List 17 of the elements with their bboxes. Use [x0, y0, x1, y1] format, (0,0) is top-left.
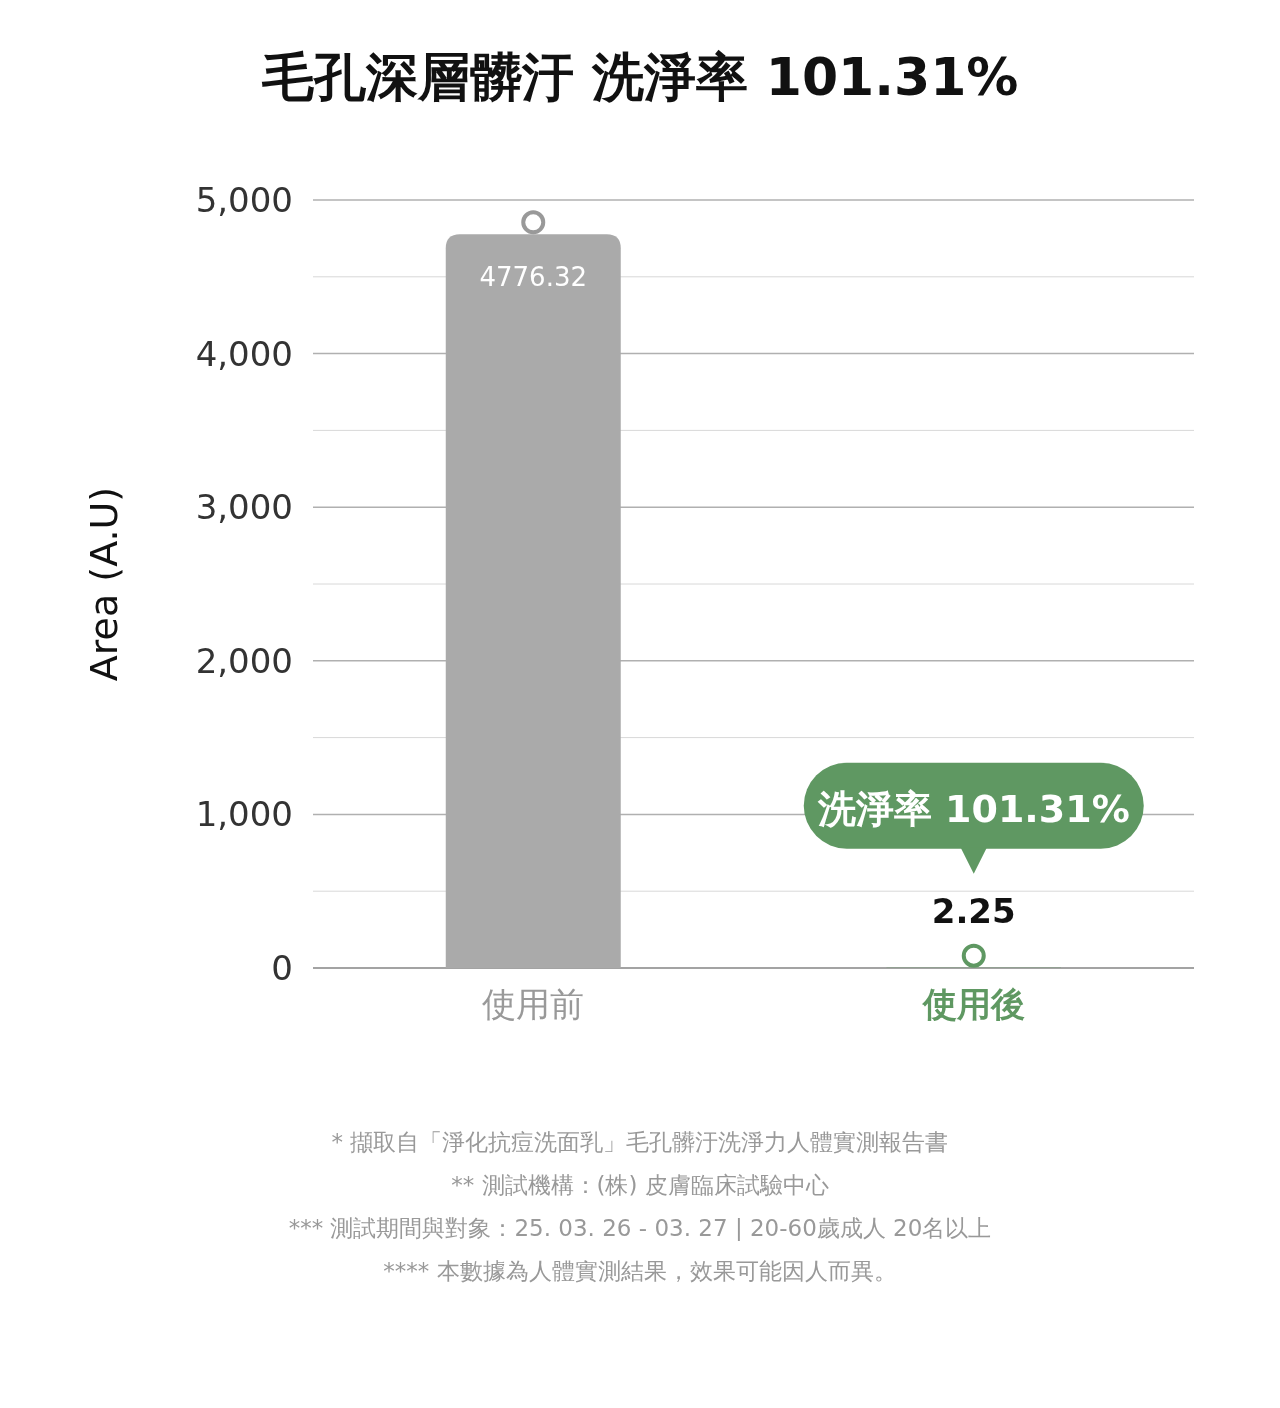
chart-title: 毛孔深層髒汙 洗淨率 101.31% — [260, 47, 1019, 107]
y-axis-title: Area (A.U) — [82, 486, 126, 682]
y-tick-label: 5,000 — [195, 180, 293, 220]
y-tick-label: 3,000 — [195, 487, 293, 528]
data-label: 2.25 — [931, 890, 1016, 931]
text: *** 測試期間與對象：25. 03. 26 - 03. 27 | 20-60歲成人 20名以上 — [288, 1215, 992, 1241]
y-tick-label: 4,000 — [195, 333, 293, 374]
text: * 擷取自「淨化抗痘洗面乳」毛孔髒汙洗淨力人體實測報告書 — [331, 1129, 949, 1155]
text: ** 測試機構：(株) 皮膚臨床試驗中心 — [451, 1172, 829, 1198]
annotation: 洗淨率 101.31% — [816, 786, 1130, 831]
y-tick-label: 1,000 — [195, 794, 293, 835]
text: **** 本數據為人體實測結果，效果可能因人而異。 — [383, 1258, 897, 1284]
data-label: 4776.32 — [479, 262, 588, 293]
x-tick-label: 使用前 — [482, 984, 585, 1024]
y-tick-label: 2,000 — [195, 640, 293, 681]
x-tick-label: 使用後 — [921, 984, 1025, 1024]
y-tick-label: 0 — [271, 948, 293, 988]
